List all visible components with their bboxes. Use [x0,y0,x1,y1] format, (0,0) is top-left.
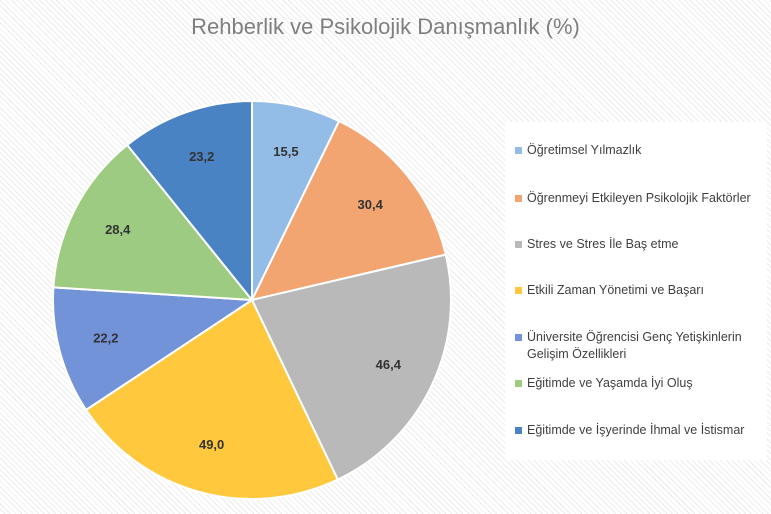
legend-item: Stres ve Stres İle Baş etme [515,236,771,253]
pie-slice [250,253,452,481]
legend-item: Etkili Zaman Yönetimi ve Başarı [515,282,771,299]
legend-swatch [515,380,522,387]
data-label: 30,4 [358,197,384,212]
legend-label: Etkili Zaman Yönetimi ve Başarı [527,283,704,297]
pie-slice [52,286,256,412]
chart-title: Rehberlik ve Psikolojik Danışmanlık (%) [191,14,580,39]
pie-slice [52,143,255,302]
data-label: 15,5 [273,144,298,159]
legend-swatch [515,287,522,294]
pie-slice [125,99,253,303]
legend-item: Öğrenmeyi Etkileyen Psikolojik Faktörler [515,190,771,207]
legend: Öğretimsel Yılmazlık Öğrenmeyi Etkileyen … [505,122,767,460]
legend-label: Öğretimsel Yılmazlık [527,143,642,157]
legend-label: Eğitimde ve Yaşamda İyi Oluş [527,376,693,390]
legend-item: Üniversite Öğrencisi Genç Yetişkinlerin … [515,329,771,363]
pie-slice [250,119,447,302]
data-label: 23,2 [189,149,214,164]
legend-swatch [515,147,522,154]
legend-item: Öğretimsel Yılmazlık [515,142,771,159]
legend-swatch [515,241,522,248]
legend-swatch [515,195,522,202]
legend-item: Eğitimde ve İşyerinde İhmal ve İstismar [515,422,771,439]
data-label: 28,4 [105,222,131,237]
legend-swatch [515,427,522,434]
legend-item: Eğitimde ve Yaşamda İyi Oluş [515,375,771,392]
legend-label: Eğitimde ve İşyerinde İhmal ve İstismar [527,423,745,437]
data-label: 22,2 [93,330,118,345]
pie-slice [84,298,340,500]
legend-label: Stres ve Stres İle Baş etme [527,237,679,251]
data-label: 49,0 [199,437,224,452]
legend-swatch [515,334,522,341]
legend-label: Üniversite Öğrencisi Genç Yetişkinlerin … [527,330,742,361]
data-label: 46,4 [376,357,402,372]
legend-label: Öğrenmeyi Etkileyen Psikolojik Faktörler [527,191,751,205]
